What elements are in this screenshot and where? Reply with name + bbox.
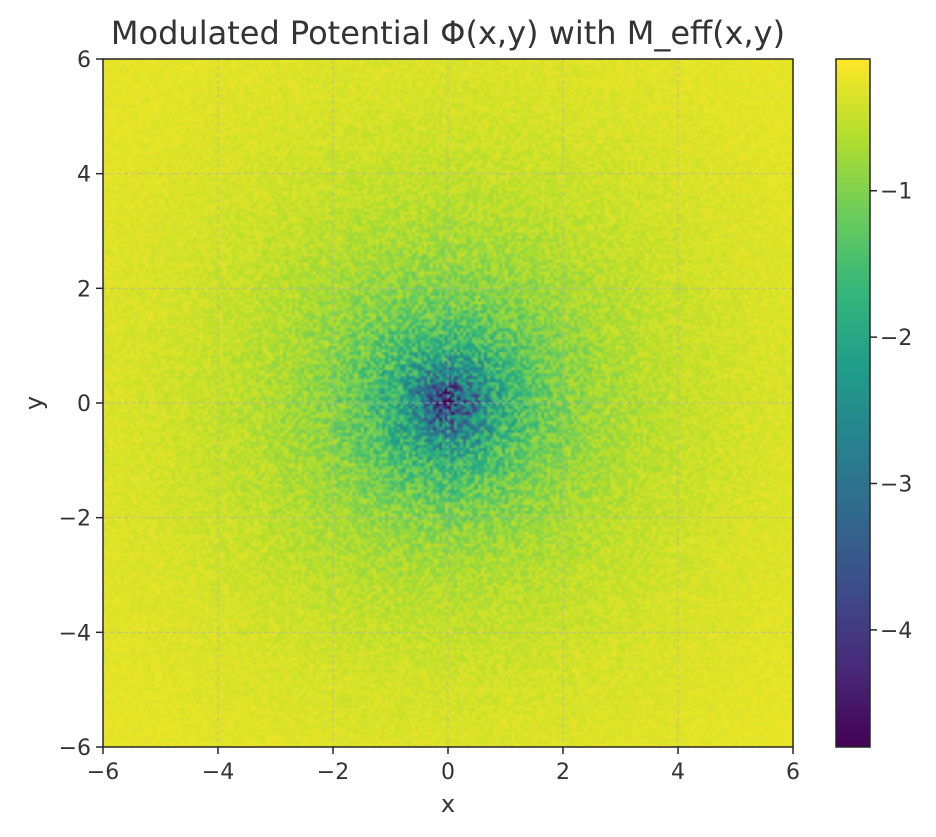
y-tick-label: −6	[59, 736, 91, 761]
colorbar-tick-label: −1	[880, 180, 912, 205]
y-axis-ticks: −6 −4 −2 0 2 4 6	[59, 48, 103, 761]
plot-area: −6 −4 −2 0 2 4 6 −6 −4 −2 0 2 4 6	[59, 48, 800, 785]
colorbar-frame	[835, 58, 871, 748]
x-tick-label: 6	[786, 760, 800, 785]
colorbar: −1 −2 −3 −4	[835, 58, 912, 748]
y-tick-label: 2	[77, 277, 91, 302]
colorbar-tick-label: −4	[880, 619, 912, 644]
y-tick-label: −4	[59, 621, 91, 646]
y-tick-label: −2	[59, 507, 91, 532]
y-tick-label: 6	[77, 48, 91, 73]
x-tick-label: −2	[317, 760, 349, 785]
x-axis-label: x	[441, 790, 455, 818]
colorbar-tick-label: −2	[880, 326, 912, 351]
y-tick-label: 4	[77, 163, 91, 188]
x-axis-ticks: −6 −4 −2 0 2 4 6	[87, 747, 800, 785]
colorbar-tick-label: −3	[880, 473, 912, 498]
x-tick-label: 2	[556, 760, 570, 785]
colorbar-gradient	[836, 59, 870, 747]
x-tick-label: 0	[441, 760, 455, 785]
x-tick-label: −4	[202, 760, 234, 785]
x-tick-label: −6	[87, 760, 119, 785]
chart-title: Modulated Potential Φ(x,y) with M_eff(x,…	[111, 14, 785, 52]
y-axis-label: y	[20, 396, 48, 410]
x-tick-label: 4	[671, 760, 685, 785]
y-tick-label: 0	[77, 392, 91, 417]
colorbar-ticks: −1 −2 −3 −4	[870, 180, 912, 644]
